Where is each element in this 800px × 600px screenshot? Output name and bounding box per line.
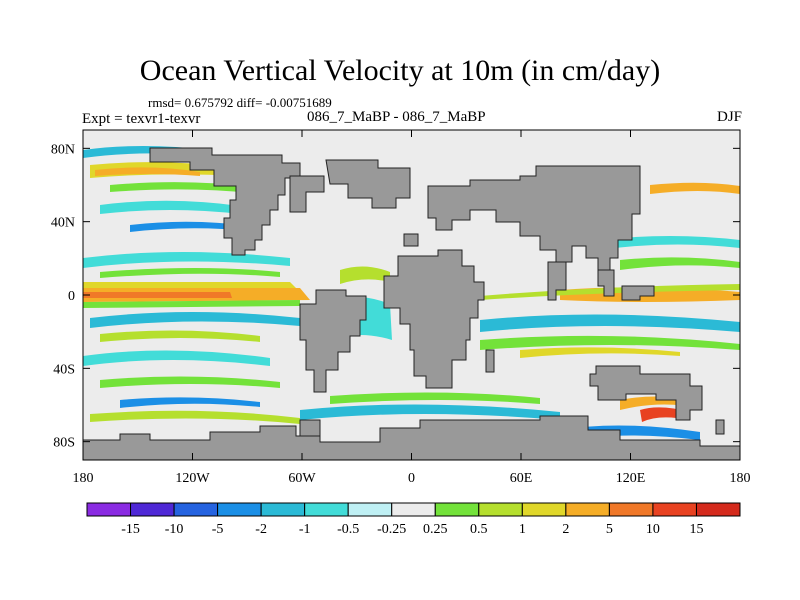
field-equatorial-yellow (83, 282, 296, 288)
field-equatorial-green (83, 300, 300, 308)
field-north-band-2 (95, 167, 200, 176)
colorbar-swatch (521, 502, 567, 517)
colorbar-swatch (347, 502, 393, 517)
x-tick-label: 180 (73, 471, 94, 486)
colorbar-label: 0.25 (423, 522, 448, 537)
field-pacific-west-green (620, 257, 740, 270)
colorbar-label: -10 (165, 522, 184, 537)
colorbar-swatch (695, 502, 741, 517)
field-pacific-west-blue (600, 236, 740, 250)
y-tick-label: 80N (51, 142, 75, 157)
land-india (547, 261, 567, 301)
land-layer (83, 147, 740, 460)
colorbar-swatch (434, 502, 480, 517)
colorbar-label: 1 (519, 522, 526, 537)
field-trop-blue-1 (83, 252, 290, 268)
colorbar-swatch (86, 502, 132, 517)
land-madagascar (485, 349, 495, 373)
x-tick-label: 0 (408, 471, 415, 486)
colorbar-label: 2 (562, 522, 569, 537)
colorbar-label: 10 (646, 522, 660, 537)
land-iceland (403, 233, 419, 247)
x-tick-label: 60E (510, 471, 533, 486)
land-indochina (597, 269, 615, 297)
chart-title: Ocean Vertical Velocity at 10m (in cm/da… (139, 54, 661, 87)
colorbar-swatch (173, 502, 219, 517)
colorbar-swatch (565, 502, 610, 517)
x-tick-label: 60W (288, 471, 316, 486)
colorbar-label: 5 (606, 522, 613, 537)
colorbar-label: -0.5 (337, 522, 359, 537)
y-tick-label: 80S (53, 436, 75, 451)
field-south-green-3 (330, 392, 540, 404)
colorbar-swatch (217, 502, 262, 517)
field-south-green-2 (90, 410, 300, 424)
y-axis: 80N 40N 0 40S 80S (51, 142, 740, 451)
case-label: 086_7_MaBP - 086_7_MaBP (307, 109, 486, 125)
colorbar-label: 15 (689, 522, 703, 537)
colorbar-swatch (304, 502, 349, 517)
field-indian-yellow (520, 347, 680, 358)
colorbar-swatch (130, 502, 175, 517)
field-trop-green-2 (100, 330, 260, 342)
colorbar-label: -15 (121, 522, 140, 537)
field-south-blue-3 (300, 404, 560, 420)
colorbar-label: 0.5 (470, 522, 488, 537)
land-antarctic-peninsula (299, 419, 321, 437)
field-layer (83, 146, 740, 460)
colorbar-swatch (391, 502, 436, 517)
field-south-green-1 (100, 376, 280, 388)
colorbar-swatch (652, 502, 697, 517)
land-eurasia (427, 165, 641, 271)
land-australia (589, 365, 703, 421)
field-south-blue-1 (83, 350, 270, 366)
land-south-america (299, 289, 367, 393)
field-kuroshio (650, 182, 740, 194)
y-tick-label: 0 (68, 289, 75, 304)
y-tick-label: 40S (53, 362, 75, 377)
field-indian-green-2 (480, 335, 740, 350)
land-antarctica (83, 415, 740, 460)
colorbar-label: -0.25 (377, 522, 406, 537)
stats-label: rmsd= 0.675792 diff= -0.00751689 (148, 95, 332, 110)
field-north-blue-2 (100, 200, 240, 214)
field-south-blue-2 (120, 397, 260, 408)
x-tick-label: 120E (616, 471, 646, 486)
field-atlantic-green (340, 266, 390, 284)
y-tick-label: 40N (51, 216, 75, 231)
colorbar: -15 -10 -5 -2 -1 -0.5 -0.25 0.25 0.5 1 2 5 10 15 (86, 502, 741, 537)
land-africa (383, 249, 485, 389)
colorbar-swatch (478, 502, 523, 517)
land-maritime-continent (621, 285, 655, 301)
colorbar-label: -2 (255, 522, 267, 537)
experiment-label: Expt = texvr1-texvr (82, 111, 201, 127)
colorbar-label: -1 (299, 522, 311, 537)
land-canada-arctic (289, 175, 325, 213)
colorbar-swatch (260, 502, 306, 517)
x-tick-label: 120W (175, 471, 210, 486)
field-equatorial-core (83, 292, 232, 298)
season-label: DJF (716, 109, 742, 125)
field-trop-blue-2 (90, 312, 300, 328)
land-greenland (325, 159, 411, 209)
colorbar-label: -5 (212, 522, 224, 537)
x-tick-label: 180 (730, 471, 751, 486)
field-indian-blue (480, 314, 740, 332)
land-new-zealand (715, 419, 725, 435)
land-north-america (149, 147, 301, 256)
field-north-blue-3 (130, 221, 250, 232)
colorbar-swatch (608, 502, 654, 517)
x-axis: 180 120W 60W 0 60E 120E 180 (73, 130, 751, 486)
field-trop-green-1 (100, 268, 280, 278)
